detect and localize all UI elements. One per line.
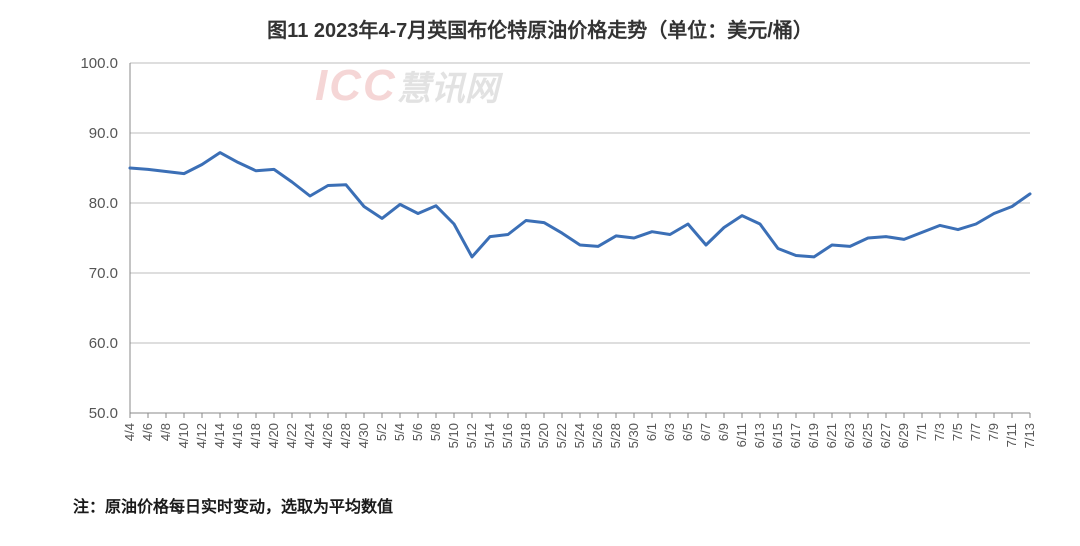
svg-text:4/10: 4/10 bbox=[176, 423, 191, 448]
svg-text:50.0: 50.0 bbox=[89, 405, 118, 422]
svg-text:5/24: 5/24 bbox=[572, 423, 587, 448]
svg-text:4/18: 4/18 bbox=[248, 423, 263, 448]
chart-area: ICC慧讯网 50.060.070.080.090.0100.04/44/64/… bbox=[35, 53, 1045, 483]
svg-text:6/3: 6/3 bbox=[662, 423, 677, 441]
svg-text:60.0: 60.0 bbox=[89, 335, 118, 352]
svg-text:7/11: 7/11 bbox=[1004, 423, 1019, 447]
svg-text:6/1: 6/1 bbox=[644, 423, 659, 441]
svg-text:6/21: 6/21 bbox=[824, 423, 839, 448]
svg-text:5/18: 5/18 bbox=[518, 423, 533, 448]
svg-text:5/16: 5/16 bbox=[500, 423, 515, 448]
svg-text:6/11: 6/11 bbox=[734, 423, 749, 447]
svg-text:6/23: 6/23 bbox=[842, 423, 857, 448]
svg-text:4/26: 4/26 bbox=[320, 423, 335, 448]
svg-text:5/4: 5/4 bbox=[392, 423, 407, 441]
svg-text:7/1: 7/1 bbox=[914, 423, 929, 441]
svg-text:7/7: 7/7 bbox=[968, 423, 983, 441]
svg-text:5/2: 5/2 bbox=[374, 423, 389, 441]
svg-text:6/25: 6/25 bbox=[860, 423, 875, 448]
svg-text:100.0: 100.0 bbox=[80, 55, 118, 72]
svg-text:5/26: 5/26 bbox=[590, 423, 605, 448]
svg-text:5/6: 5/6 bbox=[410, 423, 425, 441]
svg-text:6/29: 6/29 bbox=[896, 423, 911, 448]
svg-text:6/17: 6/17 bbox=[788, 423, 803, 448]
svg-text:4/6: 4/6 bbox=[140, 423, 155, 441]
svg-text:4/28: 4/28 bbox=[338, 423, 353, 448]
svg-text:5/20: 5/20 bbox=[536, 423, 551, 448]
svg-text:6/15: 6/15 bbox=[770, 423, 785, 448]
svg-text:5/10: 5/10 bbox=[446, 423, 461, 448]
svg-text:7/9: 7/9 bbox=[986, 423, 1001, 441]
figure-container: 图11 2023年4-7月英国布伦特原油价格走势（单位：美元/桶） ICC慧讯网… bbox=[0, 0, 1080, 546]
svg-text:4/30: 4/30 bbox=[356, 423, 371, 448]
chart-title: 图11 2023年4-7月英国布伦特原油价格走势（单位：美元/桶） bbox=[35, 14, 1045, 43]
svg-text:4/14: 4/14 bbox=[212, 423, 227, 448]
svg-text:6/27: 6/27 bbox=[878, 423, 893, 448]
svg-text:6/5: 6/5 bbox=[680, 423, 695, 441]
svg-text:7/3: 7/3 bbox=[932, 423, 947, 441]
svg-text:5/28: 5/28 bbox=[608, 423, 623, 448]
svg-text:70.0: 70.0 bbox=[89, 265, 118, 282]
svg-text:4/20: 4/20 bbox=[266, 423, 281, 448]
svg-text:7/5: 7/5 bbox=[950, 423, 965, 441]
svg-text:4/22: 4/22 bbox=[284, 423, 299, 448]
svg-text:4/12: 4/12 bbox=[194, 423, 209, 448]
svg-text:4/8: 4/8 bbox=[158, 423, 173, 441]
svg-text:6/7: 6/7 bbox=[698, 423, 713, 441]
svg-text:4/4: 4/4 bbox=[122, 423, 137, 441]
svg-text:80.0: 80.0 bbox=[89, 195, 118, 212]
svg-text:4/24: 4/24 bbox=[302, 423, 317, 448]
svg-text:5/14: 5/14 bbox=[482, 423, 497, 448]
svg-text:6/19: 6/19 bbox=[806, 423, 821, 448]
svg-text:5/8: 5/8 bbox=[428, 423, 443, 441]
svg-text:4/16: 4/16 bbox=[230, 423, 245, 448]
svg-text:6/9: 6/9 bbox=[716, 423, 731, 441]
svg-text:5/30: 5/30 bbox=[626, 423, 641, 448]
svg-text:90.0: 90.0 bbox=[89, 125, 118, 142]
chart-footnote: 注：原油价格每日实时变动，选取为平均数值 bbox=[73, 493, 1045, 517]
svg-text:5/12: 5/12 bbox=[464, 423, 479, 448]
svg-text:6/13: 6/13 bbox=[752, 423, 767, 448]
line-chart: 50.060.070.080.090.0100.04/44/64/84/104/… bbox=[35, 53, 1045, 483]
svg-text:7/13: 7/13 bbox=[1022, 423, 1037, 448]
svg-text:5/22: 5/22 bbox=[554, 423, 569, 448]
